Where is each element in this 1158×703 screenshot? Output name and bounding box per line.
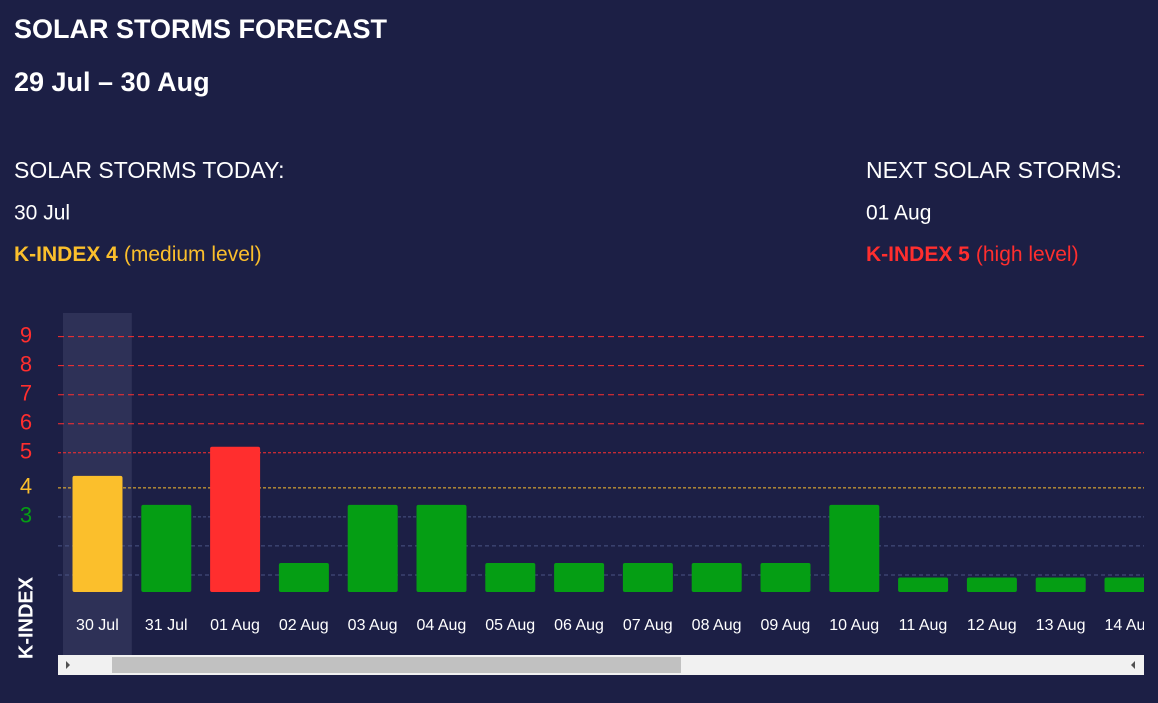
bar [1035, 577, 1086, 592]
today-label: SOLAR STORMS TODAY: [14, 157, 285, 183]
bar [210, 446, 261, 592]
bar [278, 562, 329, 592]
today-kindex: K-INDEX 4 (medium level) [14, 243, 262, 266]
kindex: K-INDEX 5 [866, 243, 970, 266]
x-tick-label: 02 Aug [279, 617, 329, 634]
bar [416, 504, 467, 592]
bar [622, 562, 673, 592]
next-kindex: K-INDEX 5 (high level) [866, 243, 1079, 266]
bar [760, 562, 811, 592]
y-axis-label: K-INDEX [15, 576, 37, 659]
scroll-right[interactable] [1131, 661, 1135, 669]
y-tick-label: 3 [20, 503, 32, 528]
x-tick-label: 30 Jul [76, 617, 119, 634]
date-range: 29 Jul – 30 Aug [14, 67, 210, 97]
bar [72, 475, 123, 592]
x-tick-label: 01 Aug [210, 617, 260, 634]
x-tick-label: 07 Aug [623, 617, 673, 634]
scroll-left[interactable] [66, 661, 70, 669]
level: (high level) [976, 243, 1079, 266]
x-tick-label: 03 Aug [348, 617, 398, 634]
bar [1104, 577, 1144, 592]
y-tick-label: 9 [20, 322, 32, 347]
x-tick-label: 05 Aug [485, 617, 535, 634]
x-tick-label: 14 Aug [1104, 617, 1154, 634]
y-tick-label: 5 [20, 439, 32, 464]
x-tick-label: 13 Aug [1036, 617, 1086, 634]
x-tick-label: 08 Aug [692, 617, 742, 634]
bar [485, 562, 536, 592]
next-label: NEXT SOLAR STORMS: [866, 157, 1122, 183]
y-tick-label: 6 [20, 410, 32, 435]
y-tick-label: 4 [20, 474, 32, 499]
x-tick-label: 09 Aug [760, 617, 810, 634]
bar [691, 562, 742, 592]
x-tick-label: 06 Aug [554, 617, 604, 634]
y-tick-label: 7 [20, 381, 32, 406]
x-tick-label: 04 Aug [416, 617, 466, 634]
bar [141, 504, 192, 592]
scrollbar-thumb[interactable] [112, 657, 681, 673]
y-tick-label: 8 [20, 351, 32, 376]
x-tick-label: 31 Jul [145, 617, 188, 634]
next-date: 01 Aug [866, 202, 931, 225]
title: SOLAR STORMS FORECAST [14, 14, 388, 44]
bar [966, 577, 1017, 592]
bar [347, 504, 398, 592]
level: (medium level) [124, 243, 262, 266]
bar [829, 504, 880, 592]
x-tick-label: 12 Aug [967, 617, 1017, 634]
x-tick-label: 11 Aug [899, 617, 948, 634]
bar [898, 577, 949, 592]
today-date: 30 Jul [14, 202, 70, 225]
x-tick-label: 10 Aug [829, 617, 879, 634]
bar [554, 562, 605, 592]
plot: 30 Jul 31 Jul 01 Aug 02 Aug 03 Aug 04 Aug 05 A… [58, 313, 1154, 655]
y-ticks: 3 4 5 6 7 8 9 [20, 322, 32, 527]
kindex: K-INDEX 4 [14, 243, 118, 266]
